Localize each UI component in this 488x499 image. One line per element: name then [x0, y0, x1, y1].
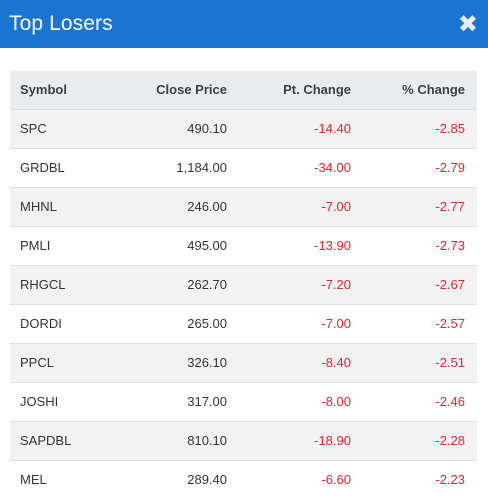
pt-change-cell: -7.00: [321, 316, 351, 331]
column-header-pct-change[interactable]: % Change: [402, 82, 465, 98]
symbol-cell[interactable]: PPCL: [20, 355, 54, 370]
table-row[interactable]: PMLI 495.00 -13.90 -2.73: [10, 226, 477, 265]
pt-change-cell: -7.00: [321, 199, 351, 214]
losers-table-container: Symbol Close Price Pt. Change % Change S…: [10, 71, 477, 499]
symbol-cell[interactable]: GRDBL: [20, 160, 65, 175]
table-row[interactable]: MEL 289.40 -6.60 -2.23: [10, 460, 477, 499]
pt-change-cell: -8.00: [321, 394, 351, 409]
symbol-cell[interactable]: MHNL: [20, 199, 57, 214]
pct-change-cell: -2.67: [435, 277, 465, 292]
symbol-cell[interactable]: JOSHI: [20, 394, 59, 409]
close-price-cell: 262.70: [187, 277, 227, 292]
table-row[interactable]: GRDBL 1,184.00 -34.00 -2.79: [10, 148, 477, 187]
pct-change-cell: -2.85: [435, 121, 465, 136]
table-row[interactable]: SAPDBL 810.10 -18.90 -2.28: [10, 421, 477, 460]
close-price-cell: 810.10: [187, 433, 227, 448]
close-price-cell: 246.00: [187, 199, 227, 214]
pt-change-cell: -6.60: [321, 472, 351, 488]
symbol-cell[interactable]: MEL: [20, 472, 47, 488]
close-price-cell: 1,184.00: [176, 160, 227, 175]
modal-title: Top Losers: [9, 12, 113, 35]
close-price-cell: 326.10: [187, 355, 227, 370]
table-row[interactable]: MHNL 246.00 -7.00 -2.77: [10, 187, 477, 226]
table-row[interactable]: DORDI 265.00 -7.00 -2.57: [10, 304, 477, 343]
close-icon[interactable]: ✖: [457, 10, 478, 38]
column-header-close-price[interactable]: Close Price: [156, 82, 227, 98]
table-row[interactable]: RHGCL 262.70 -7.20 -2.67: [10, 265, 477, 304]
pct-change-cell: -2.73: [435, 238, 465, 253]
column-header-pt-change[interactable]: Pt. Change: [283, 82, 351, 98]
pt-change-cell: -7.20: [321, 277, 351, 292]
table-row[interactable]: JOSHI 317.00 -8.00 -2.46: [10, 382, 477, 421]
pct-change-cell: -2.23: [435, 472, 465, 488]
pct-change-cell: -2.79: [435, 160, 465, 175]
symbol-cell[interactable]: RHGCL: [20, 277, 66, 292]
pct-change-cell: -2.51: [435, 355, 465, 370]
symbol-cell[interactable]: SAPDBL: [20, 433, 72, 448]
close-price-cell: 265.00: [187, 316, 227, 331]
pt-change-cell: -8.40: [321, 355, 351, 370]
close-price-cell: 317.00: [187, 394, 227, 409]
column-header-symbol[interactable]: Symbol: [20, 82, 67, 98]
pt-change-cell: -18.90: [314, 433, 351, 448]
table-row[interactable]: PPCL 326.10 -8.40 -2.51: [10, 343, 477, 382]
symbol-cell[interactable]: SPC: [20, 121, 47, 136]
modal-header: Top Losers ✖: [0, 0, 488, 48]
pct-change-cell: -2.28: [435, 433, 465, 448]
pct-change-cell: -2.77: [435, 199, 465, 214]
close-price-cell: 289.40: [187, 472, 227, 488]
close-price-cell: 490.10: [187, 121, 227, 136]
table-row[interactable]: SPC 490.10 -14.40 -2.85: [10, 109, 477, 148]
symbol-cell[interactable]: PMLI: [20, 238, 51, 253]
pt-change-cell: -34.00: [314, 160, 351, 175]
pct-change-cell: -2.57: [435, 316, 465, 331]
table-header-row: Symbol Close Price Pt. Change % Change: [10, 71, 477, 109]
symbol-cell[interactable]: DORDI: [20, 316, 62, 331]
close-price-cell: 495.00: [187, 238, 227, 253]
pct-change-cell: -2.46: [435, 394, 465, 409]
pt-change-cell: -14.40: [314, 121, 351, 136]
pt-change-cell: -13.90: [314, 238, 351, 253]
losers-table: Symbol Close Price Pt. Change % Change S…: [10, 71, 477, 499]
